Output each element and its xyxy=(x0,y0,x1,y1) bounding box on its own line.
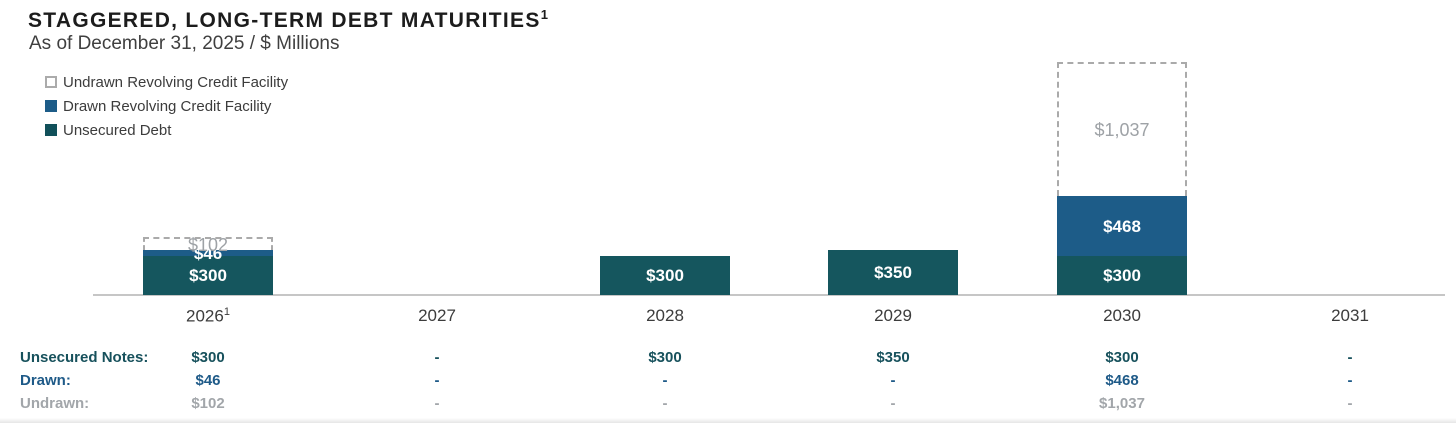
bar-segment-unsecured-teal-2029: $350 xyxy=(828,250,958,295)
bar-value-label: $300 xyxy=(189,266,227,285)
x-axis-line xyxy=(93,294,1445,296)
table-value: - xyxy=(434,395,440,412)
table-value: - xyxy=(890,395,896,412)
bar-segment-unsecured-teal-2030: $300 xyxy=(1057,256,1187,295)
footnote-marker: 1 xyxy=(223,306,230,318)
table-value: $300 xyxy=(191,349,225,366)
bar-value-label: $102 xyxy=(187,234,229,255)
bar-value-label: $468 xyxy=(1103,216,1141,236)
table-value: - xyxy=(434,372,440,389)
legend-item-unsecured: Unsecured Debt xyxy=(45,118,288,142)
legend-label: Undrawn Revolving Credit Facility xyxy=(63,73,289,91)
teal-square-swatch-icon xyxy=(45,124,57,136)
bar-value-label: $300 xyxy=(646,266,684,285)
table-value: $300 xyxy=(648,349,682,366)
table-value: - xyxy=(1347,372,1353,389)
page-title: STAGGERED, LONG-TERM DEBT MATURITIES1 xyxy=(28,7,548,33)
x-axis-label-2029: 2029 xyxy=(874,306,912,325)
table-value: $350 xyxy=(876,349,910,366)
table-value: $468 xyxy=(1105,372,1139,389)
dashed-square-swatch-icon xyxy=(45,76,57,88)
bar-segment-unsecured-teal-2026: $300 xyxy=(143,256,273,295)
x-axis-label-2030: 2030 xyxy=(1103,306,1141,325)
bar-segment-drawn-blue-2030: $468 xyxy=(1057,196,1187,256)
bar-value-label: $350 xyxy=(874,263,912,282)
table-row-label: Drawn: xyxy=(20,372,71,389)
table-value: - xyxy=(662,372,668,389)
table-value: $102 xyxy=(191,395,225,412)
bar-value-label: $1,037 xyxy=(1094,120,1150,140)
blue-square-swatch-icon xyxy=(45,100,57,112)
table-value: - xyxy=(890,372,896,389)
bar-segment-unsecured-teal-2028: $300 xyxy=(600,256,730,295)
table-value: $46 xyxy=(195,372,221,389)
table-value: - xyxy=(1347,395,1353,412)
x-axis-label-2031: 2031 xyxy=(1331,306,1369,325)
legend-item-undrawn: Undrawn Revolving Credit Facility xyxy=(45,70,288,94)
table-row-label: Undrawn: xyxy=(20,395,90,412)
chart-legend: Undrawn Revolving Credit Facility Drawn … xyxy=(45,70,288,142)
x-axis-label-2026: 20261 xyxy=(186,306,230,326)
page-title-footnote-marker: 1 xyxy=(540,7,548,22)
x-axis-label-2028: 2028 xyxy=(646,306,684,325)
page-subtitle: As of December 31, 2025 / $ Millions xyxy=(29,33,340,54)
table-value: $1,037 xyxy=(1099,395,1145,412)
table-row-label: Unsecured Notes: xyxy=(20,349,149,366)
table-value: $300 xyxy=(1105,349,1139,366)
table-value: - xyxy=(434,349,440,366)
bar-segment-undrawn-dashed-2030: $1,037 xyxy=(1057,62,1187,196)
bar-value-label: $46 xyxy=(193,243,223,263)
slide-bottom-edge-shadow xyxy=(0,418,1456,423)
bar-segment-undrawn-dashed-2026: $102 xyxy=(143,236,273,254)
legend-label: Unsecured Debt xyxy=(63,121,172,139)
table-value: - xyxy=(1347,349,1353,366)
legend-item-drawn: Drawn Revolving Credit Facility xyxy=(45,94,288,118)
bar-segment-drawn-blue-2026: $46 xyxy=(143,245,273,262)
legend-label: Drawn Revolving Credit Facility xyxy=(63,97,272,115)
table-value: - xyxy=(662,395,668,412)
bar-value-label: $300 xyxy=(1103,266,1141,285)
x-axis-label-2027: 2027 xyxy=(418,306,456,325)
page-title-text: STAGGERED, LONG-TERM DEBT MATURITIES xyxy=(28,9,541,32)
